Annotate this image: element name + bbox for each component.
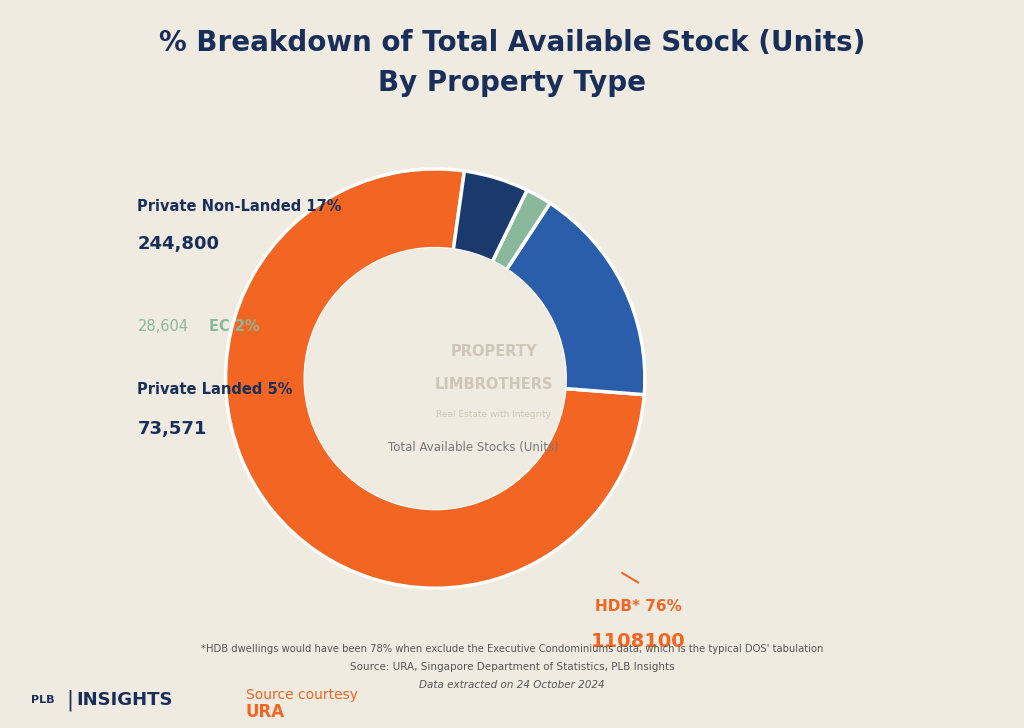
Text: 73,571: 73,571 — [137, 420, 207, 438]
Text: Data extracted on 24 October 2024: Data extracted on 24 October 2024 — [419, 680, 605, 690]
Wedge shape — [493, 190, 550, 270]
Text: LIMBROTHERS: LIMBROTHERS — [434, 377, 553, 392]
Text: Private Non-Landed 17%: Private Non-Landed 17% — [137, 199, 342, 214]
Text: URA: URA — [246, 703, 285, 721]
Text: INSIGHTS: INSIGHTS — [77, 692, 173, 709]
Text: Real Estate with Integrity: Real Estate with Integrity — [436, 410, 551, 419]
Text: 28,604: 28,604 — [137, 319, 188, 333]
Text: *HDB dwellings would have been 78% when exclude the Executive Condominiums data,: *HDB dwellings would have been 78% when … — [201, 644, 823, 654]
Text: Total Available Stocks (Units): Total Available Stocks (Units) — [387, 441, 558, 454]
Text: PLB: PLB — [31, 695, 54, 705]
Text: Source: URA, Singapore Department of Statistics, PLB Insights: Source: URA, Singapore Department of Sta… — [349, 662, 675, 673]
Text: 1108100: 1108100 — [591, 632, 686, 652]
Circle shape — [305, 248, 565, 509]
Wedge shape — [454, 171, 527, 262]
Wedge shape — [225, 169, 644, 588]
Text: |: | — [67, 689, 74, 711]
Text: 244,800: 244,800 — [137, 235, 219, 253]
Text: % Breakdown of Total Available Stock (Units): % Breakdown of Total Available Stock (Un… — [159, 29, 865, 57]
Text: Private Landed 5%: Private Landed 5% — [137, 381, 293, 397]
Text: HDB* 76%: HDB* 76% — [595, 598, 682, 614]
Text: Source courtesy: Source courtesy — [246, 687, 357, 702]
Text: EC 2%: EC 2% — [209, 319, 259, 333]
Text: By Property Type: By Property Type — [378, 69, 646, 97]
Text: PROPERTY: PROPERTY — [451, 344, 538, 359]
Wedge shape — [507, 203, 645, 395]
